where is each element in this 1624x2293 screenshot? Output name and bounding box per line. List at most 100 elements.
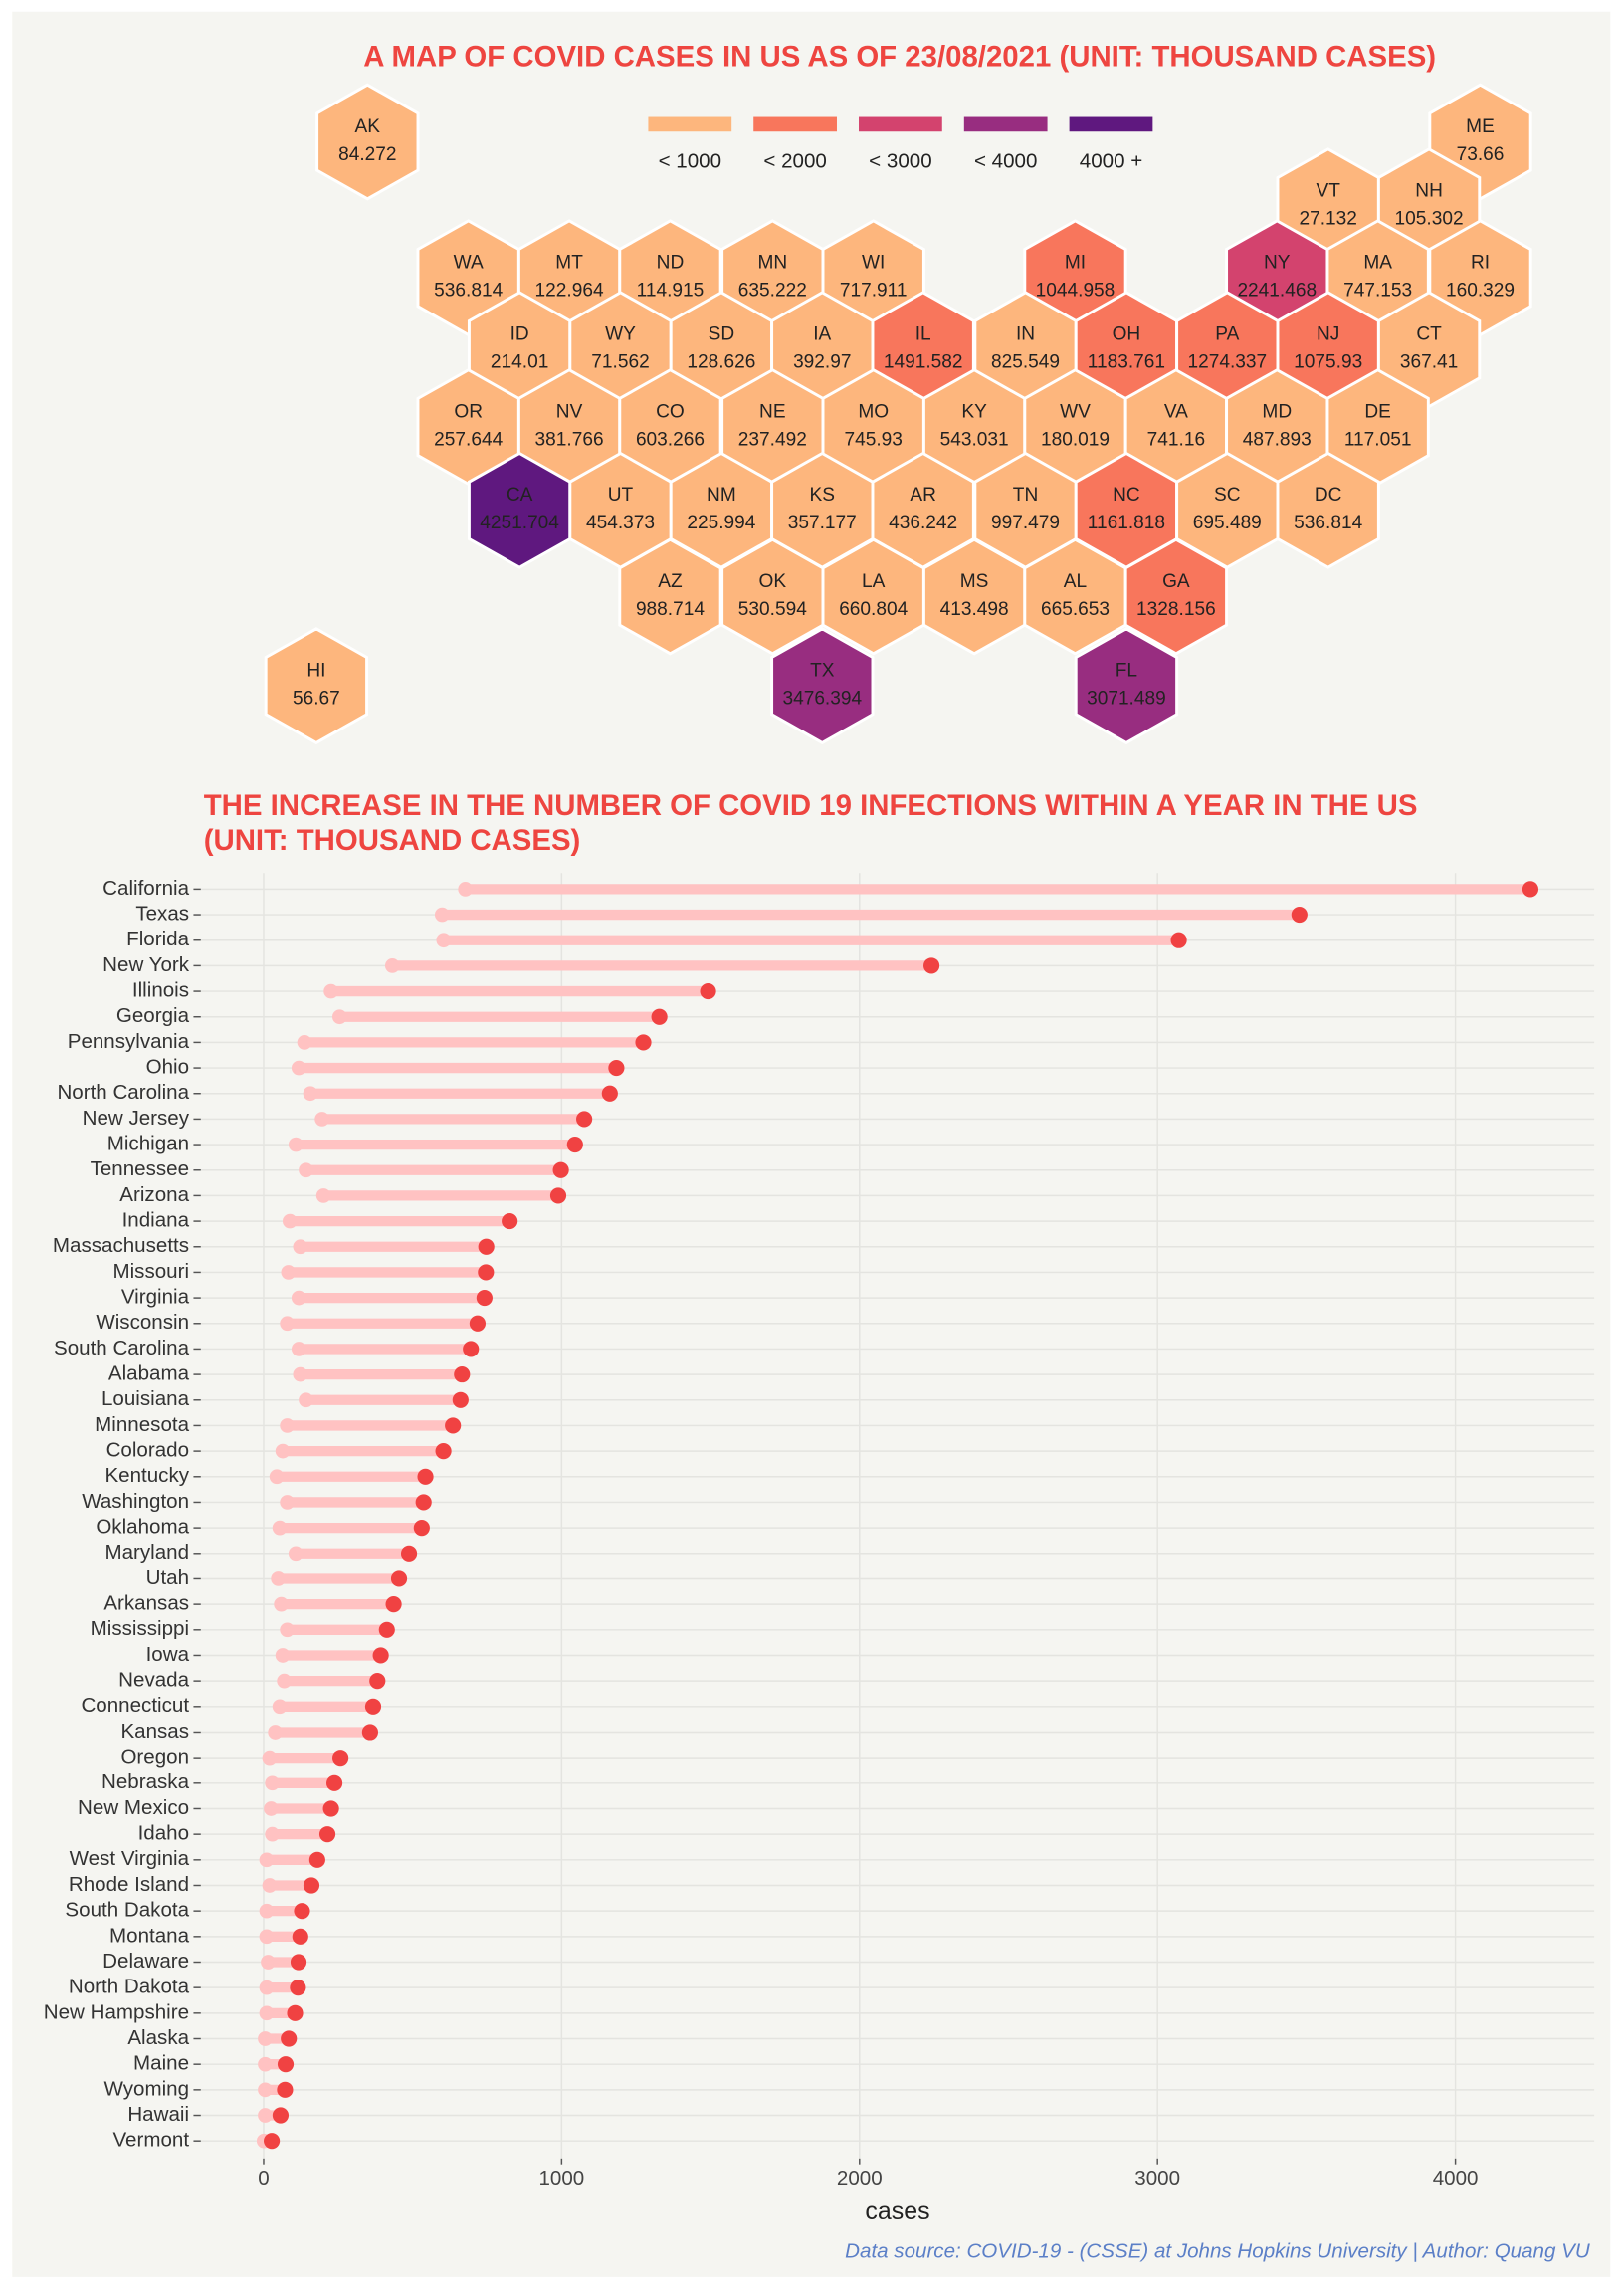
y-tick-label: Oklahoma — [96, 1516, 189, 1539]
legend-swatch — [963, 116, 1048, 132]
legend-label: < 1000 — [659, 150, 721, 173]
hex-label: MT — [555, 253, 583, 274]
hex-label: SC — [1214, 485, 1241, 506]
y-tick-label: Pennsylvania — [68, 1030, 190, 1053]
chart-title: (UNIT: THOUSAND CASES) — [204, 824, 581, 857]
start-dot — [293, 1366, 308, 1382]
start-dot — [259, 1980, 275, 1995]
end-dot — [303, 1877, 320, 1894]
hex-label: LA — [862, 571, 886, 592]
map-title: A MAP OF COVID CASES IN US AS OF 23/08/2… — [363, 41, 1436, 74]
hex-value: 436.242 — [889, 513, 957, 533]
end-dot — [1170, 932, 1187, 948]
hex-label: NV — [556, 401, 583, 422]
hex-value: 237.492 — [738, 429, 807, 450]
hex-label: KY — [961, 401, 987, 422]
end-dot — [1291, 906, 1308, 924]
legend-swatch — [1069, 116, 1153, 132]
legend-label: < 4000 — [974, 150, 1037, 173]
end-dot — [566, 1136, 583, 1153]
y-tick-label: Alaska — [127, 2026, 189, 2049]
hex-label: NH — [1415, 181, 1443, 202]
hex-label: NE — [759, 401, 786, 422]
legend-swatch — [859, 116, 942, 132]
start-dot — [281, 1265, 297, 1280]
hex-label: KS — [810, 485, 835, 506]
hex-label: IN — [1016, 324, 1035, 345]
hex-value: 56.67 — [293, 688, 340, 709]
start-dot — [258, 2082, 273, 2098]
hex-label: MD — [1262, 401, 1292, 422]
y-tick-label: Montana — [109, 1924, 190, 1947]
hex-value: 105.302 — [1395, 208, 1464, 229]
end-dot — [378, 1621, 395, 1638]
end-dot — [369, 1673, 386, 1690]
start-dot — [291, 1342, 306, 1356]
x-tick-label: 2000 — [837, 2167, 883, 2189]
hex-label: WY — [605, 324, 636, 345]
end-dot — [400, 1545, 418, 1562]
y-tick-label: North Dakota — [69, 1976, 190, 1998]
y-tick-label: Ohio — [146, 1056, 189, 1079]
legend-label: < 2000 — [763, 150, 826, 173]
start-dot — [272, 1699, 288, 1715]
start-dot — [291, 1290, 306, 1306]
hex-label: NC — [1113, 485, 1140, 506]
start-dot — [258, 2031, 273, 2046]
start-dot — [323, 983, 338, 999]
hex-value: 1491.582 — [884, 351, 963, 372]
y-tick-label: North Carolina — [57, 1081, 189, 1104]
end-dot — [277, 2081, 294, 2098]
end-dot — [417, 1468, 434, 1485]
y-tick-label: Hawaii — [127, 2103, 189, 2126]
hex-value: 128.626 — [687, 351, 755, 372]
end-dot — [435, 1443, 452, 1460]
end-dot — [635, 1034, 652, 1051]
y-tick-label: Nevada — [118, 1669, 189, 1692]
y-tick-label: Wisconsin — [96, 1311, 189, 1334]
start-dot — [280, 1495, 295, 1510]
hex-value: 225.994 — [687, 513, 755, 533]
y-tick-label: Washington — [82, 1490, 189, 1513]
y-tick-label: Georgia — [116, 1004, 190, 1027]
start-dot — [275, 1648, 291, 1663]
hex-label: IL — [915, 324, 931, 345]
end-dot — [264, 2133, 281, 2150]
hex-label: NJ — [1317, 324, 1339, 345]
legend-swatch — [648, 116, 732, 132]
hex-value: 214.01 — [491, 351, 548, 372]
start-dot — [282, 1213, 298, 1229]
hex-value: 536.814 — [434, 280, 503, 301]
start-dot — [272, 1520, 288, 1536]
hex-value: 717.911 — [840, 280, 908, 301]
y-tick-label: Utah — [146, 1566, 189, 1589]
start-dot — [293, 1239, 308, 1255]
hex — [264, 627, 369, 745]
end-dot — [463, 1341, 480, 1357]
start-dot — [436, 933, 452, 948]
end-dot — [413, 1520, 430, 1537]
end-dot — [1522, 881, 1539, 898]
end-dot — [294, 1903, 310, 1920]
x-tick-label: 3000 — [1134, 2167, 1180, 2189]
hex-value: 665.653 — [1041, 599, 1110, 620]
start-dot — [262, 1750, 278, 1766]
hex-value: 745.93 — [845, 429, 903, 450]
hex-label: WA — [454, 253, 484, 274]
start-dot — [268, 1725, 283, 1740]
end-dot — [364, 1698, 382, 1715]
y-tick-label: Vermont — [112, 2129, 189, 2152]
y-tick-label: New Mexico — [78, 1796, 189, 1819]
y-tick-label: Idaho — [138, 1822, 189, 1845]
end-dot — [287, 2004, 304, 2021]
y-tick-label: Oregon — [120, 1746, 189, 1769]
legend-swatch — [753, 116, 837, 132]
hex — [315, 83, 420, 201]
hex — [1276, 451, 1380, 569]
start-dot — [262, 1878, 278, 1893]
hex-label: GA — [1162, 571, 1190, 592]
legend-label: 4000 + — [1080, 150, 1142, 173]
x-tick-label: 1000 — [539, 2167, 585, 2189]
end-dot — [325, 1774, 343, 1791]
y-tick-label: Iowa — [146, 1643, 190, 1666]
